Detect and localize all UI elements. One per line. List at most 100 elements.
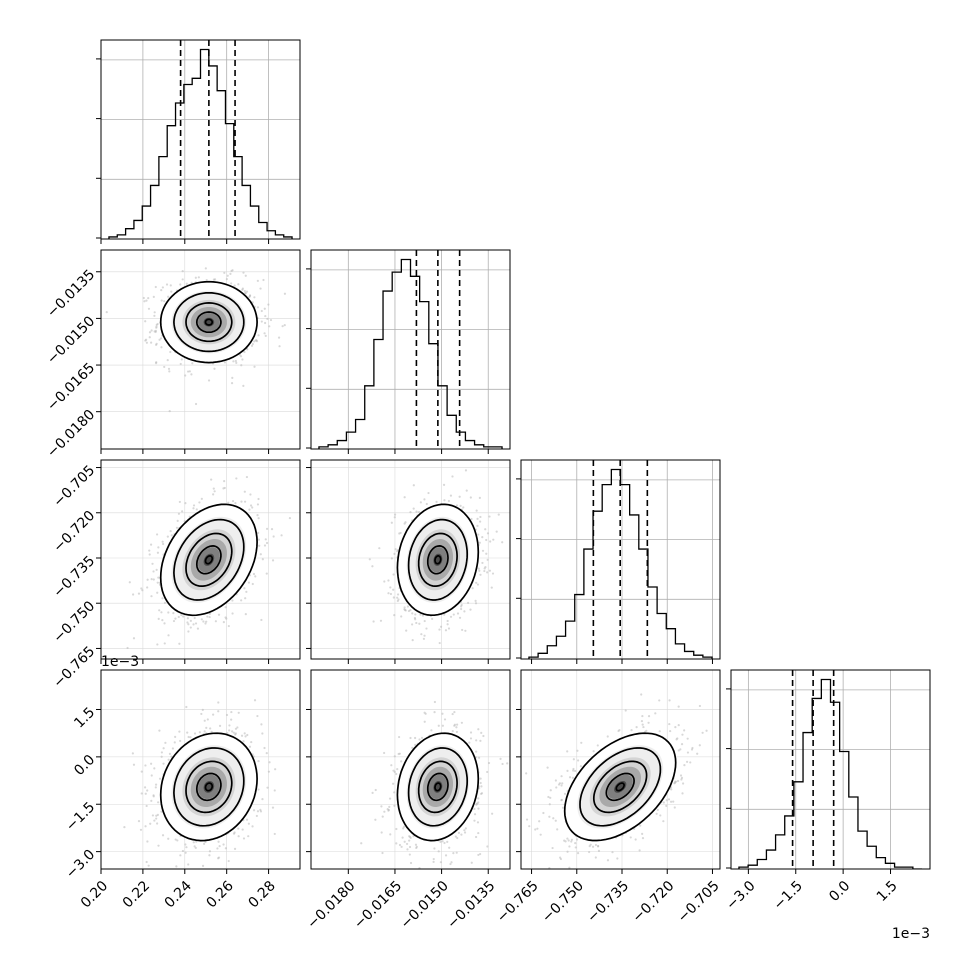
sample-point [393, 755, 396, 758]
sample-point [259, 553, 262, 556]
sample-point [148, 553, 151, 556]
sample-point [244, 292, 247, 295]
panel-frame [100, 39, 301, 240]
contour-line [434, 782, 442, 792]
sample-point [233, 847, 237, 850]
sample-point [419, 613, 422, 616]
panel-3-1 [311, 670, 510, 869]
contour-line [159, 732, 258, 842]
sample-point [383, 580, 386, 583]
sample-point [456, 836, 459, 840]
sample-point [235, 477, 238, 480]
sample-point [446, 619, 449, 623]
sample-point [175, 526, 179, 529]
sample-point [477, 807, 480, 810]
sample-point [446, 623, 449, 626]
sample-point [486, 558, 489, 561]
sample-point [234, 879, 236, 881]
sample-point [408, 853, 411, 856]
sample-point [260, 320, 263, 323]
sample-point [200, 497, 203, 500]
sample-point [160, 288, 163, 292]
sample-point [177, 615, 180, 619]
sample-point [473, 813, 477, 816]
sample-point [187, 623, 190, 626]
sample-point [476, 517, 479, 520]
sample-point [155, 533, 159, 536]
panel-frame [100, 459, 301, 660]
sample-point [414, 743, 417, 746]
sample-point [415, 510, 418, 513]
sample-point [194, 276, 197, 279]
sample-point [484, 566, 487, 569]
sample-point [404, 521, 407, 524]
sample-point [157, 801, 160, 804]
sample-point [395, 772, 398, 776]
sample-point [418, 622, 421, 625]
sample-point [223, 486, 226, 490]
panel-frame [100, 249, 301, 450]
sample-point [208, 612, 212, 615]
sample-point [137, 820, 141, 823]
sample-point [268, 325, 271, 328]
sample-point [495, 530, 498, 533]
sample-point [444, 854, 448, 857]
sample-point [123, 825, 126, 829]
panel-3-2 [521, 670, 720, 869]
sample-point [497, 513, 500, 516]
sample-point [259, 808, 262, 812]
sample-point [233, 284, 236, 287]
sample-point [514, 481, 516, 483]
sample-point [228, 724, 231, 727]
sample-point [148, 331, 152, 334]
sample-point [158, 777, 162, 780]
sample-point [126, 646, 129, 650]
sample-point [197, 276, 200, 279]
sample-point [403, 496, 406, 499]
sample-point [229, 272, 232, 276]
sample-point [167, 295, 170, 298]
sample-point [189, 626, 192, 629]
sample-point [274, 768, 277, 771]
sample-point [155, 568, 158, 571]
sample-point [169, 350, 172, 354]
sample-point [150, 799, 153, 802]
sample-point [186, 621, 189, 624]
sample-point [205, 278, 208, 282]
contour-line [204, 318, 214, 326]
sample-point [160, 810, 163, 813]
panel-3-0 [101, 670, 300, 881]
sample-point [198, 501, 201, 504]
sample-point [464, 469, 468, 472]
sample-point [236, 726, 239, 729]
sample-point [489, 540, 492, 543]
sample-point [483, 569, 486, 573]
sample-point [189, 736, 192, 739]
sample-point [202, 620, 205, 623]
sample-point [240, 734, 244, 737]
sample-point [453, 710, 456, 714]
sample-point [488, 515, 491, 518]
sample-point [415, 845, 418, 848]
sample-point [237, 283, 240, 286]
sample-point [406, 605, 410, 608]
sample-point [393, 770, 396, 774]
sample-point [677, 724, 680, 727]
sample-point [640, 693, 643, 696]
sample-point [588, 850, 591, 854]
sample-point [152, 570, 155, 573]
sample-point [460, 721, 463, 724]
sample-point [241, 287, 244, 290]
sample-point [423, 720, 426, 723]
sample-point [264, 538, 267, 541]
sample-point [453, 724, 456, 727]
sample-point [381, 851, 384, 855]
sample-point [492, 538, 495, 541]
contour-line [407, 518, 469, 601]
panel-2-0 [101, 460, 300, 659]
sample-point [155, 343, 158, 346]
sample-point [217, 701, 220, 704]
sample-point [163, 365, 166, 369]
sample-point [267, 770, 271, 773]
sample-point [432, 857, 435, 861]
